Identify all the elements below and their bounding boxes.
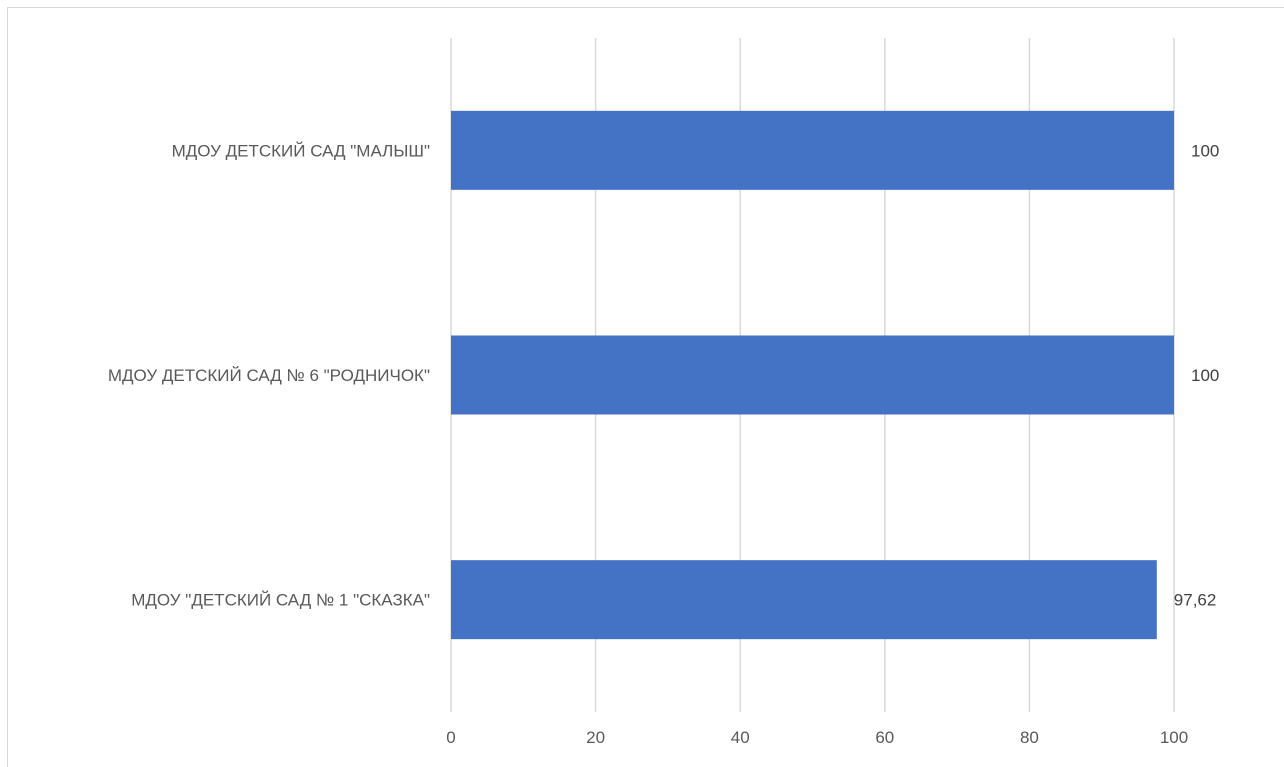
bar: [451, 110, 1174, 190]
data-label: 97,62: [1174, 591, 1217, 610]
bar: [451, 560, 1157, 640]
category-label: МДОУ "ДЕТСКИЙ САД № 1 "СКАЗКА": [131, 591, 430, 610]
x-tick-label: 80: [1020, 728, 1039, 747]
x-tick-label: 40: [731, 728, 750, 747]
data-label: 100: [1191, 366, 1219, 385]
category-label: МДОУ ДЕТСКИЙ САД "МАЛЫШ": [172, 141, 430, 160]
category-label: МДОУ ДЕТСКИЙ САД № 6 "РОДНИЧОК": [108, 366, 430, 385]
x-tick-label: 100: [1160, 728, 1188, 747]
x-tick-label: 0: [446, 728, 455, 747]
x-tick-label: 60: [875, 728, 894, 747]
x-tick-label: 20: [586, 728, 605, 747]
bar: [451, 335, 1174, 415]
data-label: 100: [1191, 141, 1219, 160]
chart-frame: [7, 7, 1284, 767]
